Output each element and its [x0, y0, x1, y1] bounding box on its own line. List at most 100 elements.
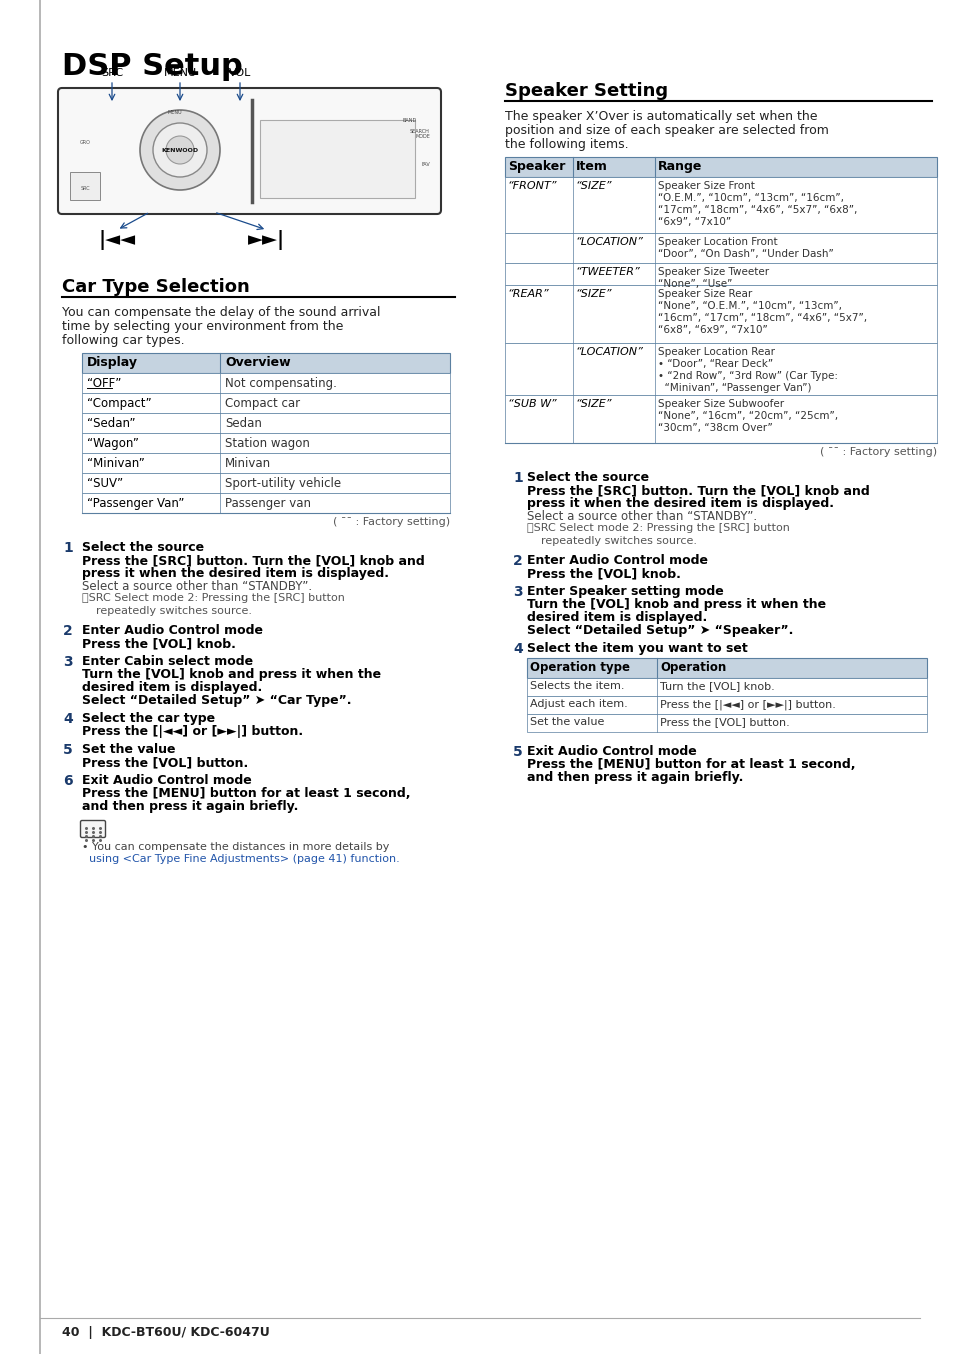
Circle shape: [152, 123, 207, 177]
Text: Enter Speaker setting mode: Enter Speaker setting mode: [526, 585, 723, 598]
Text: Item: Item: [576, 160, 607, 173]
Text: You can compensate the delay of the sound arrival: You can compensate the delay of the soun…: [62, 306, 380, 320]
Text: SEARCH
MODE: SEARCH MODE: [410, 129, 430, 139]
Text: repeatedly switches source.: repeatedly switches source.: [526, 536, 697, 546]
Text: “OFF”: “OFF”: [87, 376, 121, 390]
Bar: [504, 233, 936, 263]
Text: 1: 1: [63, 542, 73, 555]
Text: Press the [|◄◄] or [►►|] button.: Press the [|◄◄] or [►►|] button.: [82, 724, 303, 738]
Text: ⨊SRC Select mode 2: Pressing the [SRC] button: ⨊SRC Select mode 2: Pressing the [SRC] b…: [526, 523, 789, 533]
Text: Enter Audio Control mode: Enter Audio Control mode: [526, 554, 707, 567]
Text: “LOCATION”: “LOCATION”: [576, 347, 643, 357]
Text: time by selecting your environment from the: time by selecting your environment from …: [62, 320, 343, 333]
Text: 3: 3: [513, 585, 522, 598]
Text: “SIZE”: “SIZE”: [576, 181, 612, 191]
Bar: [82, 493, 450, 513]
Text: SRC: SRC: [101, 68, 123, 79]
Circle shape: [166, 135, 193, 164]
Text: and then press it again briefly.: and then press it again briefly.: [526, 770, 742, 784]
Bar: [504, 157, 936, 177]
Text: Set the value: Set the value: [82, 743, 175, 756]
Text: Operation: Operation: [659, 661, 725, 674]
Text: ►►|: ►►|: [248, 230, 285, 250]
Bar: [82, 393, 450, 413]
Text: Exit Audio Control mode: Exit Audio Control mode: [82, 774, 252, 787]
Text: press it when the desired item is displayed.: press it when the desired item is displa…: [82, 567, 389, 580]
Text: Turn the [VOL] knob and press it when the: Turn the [VOL] knob and press it when th…: [526, 598, 825, 611]
Text: “Minivan”: “Minivan”: [87, 458, 145, 470]
Text: “Minivan”, “Passenger Van”): “Minivan”, “Passenger Van”): [658, 383, 811, 393]
Text: The speaker X’Over is automatically set when the: The speaker X’Over is automatically set …: [504, 110, 817, 123]
Text: Passenger van: Passenger van: [225, 497, 311, 510]
Text: Press the [VOL] button.: Press the [VOL] button.: [82, 756, 248, 769]
Bar: [82, 433, 450, 454]
Text: Overview: Overview: [225, 356, 291, 370]
Text: Press the [VOL] button.: Press the [VOL] button.: [659, 718, 789, 727]
Text: Display: Display: [87, 356, 138, 370]
Text: Enter Audio Control mode: Enter Audio Control mode: [82, 624, 263, 636]
Text: Turn the [VOL] knob and press it when the: Turn the [VOL] knob and press it when th…: [82, 668, 381, 681]
Bar: [504, 284, 936, 343]
Text: Sedan: Sedan: [225, 417, 262, 431]
Text: “30cm”, “38cm Over”: “30cm”, “38cm Over”: [658, 422, 772, 433]
Bar: [82, 454, 450, 473]
Text: GRO: GRO: [79, 139, 91, 145]
Text: 4: 4: [63, 712, 73, 726]
Text: Speaker: Speaker: [507, 160, 565, 173]
Text: Select the item you want to set: Select the item you want to set: [526, 642, 747, 655]
Text: Exit Audio Control mode: Exit Audio Control mode: [526, 745, 696, 758]
Bar: [504, 263, 936, 284]
Text: press it when the desired item is displayed.: press it when the desired item is displa…: [526, 497, 833, 510]
Text: following car types.: following car types.: [62, 334, 185, 347]
Text: 5: 5: [63, 743, 73, 757]
Text: Press the [|◄◄] or [►►|] button.: Press the [|◄◄] or [►►|] button.: [659, 699, 835, 709]
Text: “None”, “O.E.M.”, “10cm”, “13cm”,: “None”, “O.E.M.”, “10cm”, “13cm”,: [658, 301, 841, 311]
Text: Press the [SRC] button. Turn the [VOL] knob and: Press the [SRC] button. Turn the [VOL] k…: [82, 554, 424, 567]
Text: “REAR”: “REAR”: [507, 288, 549, 299]
Text: desired item is displayed.: desired item is displayed.: [526, 611, 706, 624]
Text: Press the [VOL] knob.: Press the [VOL] knob.: [526, 567, 680, 580]
Text: “Passenger Van”: “Passenger Van”: [87, 497, 184, 510]
Text: the following items.: the following items.: [504, 138, 628, 152]
Text: “LOCATION”: “LOCATION”: [576, 237, 643, 246]
Text: MENU: MENU: [163, 68, 196, 79]
Text: Select “Detailed Setup” ➤ “Speaker”.: Select “Detailed Setup” ➤ “Speaker”.: [526, 624, 793, 636]
Text: Select the car type: Select the car type: [82, 712, 214, 724]
Text: 40  |  KDC-BT60U/ KDC-6047U: 40 | KDC-BT60U/ KDC-6047U: [62, 1326, 270, 1339]
Text: Operation type: Operation type: [530, 661, 629, 674]
Text: Range: Range: [658, 160, 701, 173]
Bar: [260, 121, 415, 198]
Text: Select the source: Select the source: [82, 542, 204, 554]
Text: Car Type Selection: Car Type Selection: [62, 278, 250, 297]
Text: ( ¯¯ : Factory setting): ( ¯¯ : Factory setting): [819, 447, 936, 458]
Text: “6x8”, “6x9”, “7x10”: “6x8”, “6x9”, “7x10”: [658, 325, 767, 334]
Text: “Sedan”: “Sedan”: [87, 417, 135, 431]
Bar: [504, 343, 936, 395]
Text: “SUV”: “SUV”: [87, 477, 123, 490]
Text: Press the [MENU] button for at least 1 second,: Press the [MENU] button for at least 1 s…: [526, 758, 855, 770]
Text: • “Door”, “Rear Deck”: • “Door”, “Rear Deck”: [658, 359, 772, 370]
Text: SRC: SRC: [80, 185, 90, 191]
Text: “Door”, “On Dash”, “Under Dash”: “Door”, “On Dash”, “Under Dash”: [658, 249, 833, 259]
Text: “SIZE”: “SIZE”: [576, 288, 612, 299]
Bar: [82, 353, 450, 372]
Text: “Wagon”: “Wagon”: [87, 437, 139, 450]
FancyBboxPatch shape: [58, 88, 440, 214]
Text: Turn the [VOL] knob.: Turn the [VOL] knob.: [659, 681, 774, 691]
Text: Select “Detailed Setup” ➤ “Car Type”.: Select “Detailed Setup” ➤ “Car Type”.: [82, 695, 351, 707]
Text: BAND: BAND: [402, 118, 416, 122]
Text: Speaker Location Rear: Speaker Location Rear: [658, 347, 774, 357]
Text: Speaker Size Subwoofer: Speaker Size Subwoofer: [658, 399, 783, 409]
Text: “FRONT”: “FRONT”: [507, 181, 557, 191]
Text: DSP Setup: DSP Setup: [62, 51, 242, 81]
Text: 4: 4: [513, 642, 522, 655]
Text: “None”, “Use”: “None”, “Use”: [658, 279, 732, 288]
Text: ( ¯¯ : Factory setting): ( ¯¯ : Factory setting): [333, 517, 450, 527]
Text: “SUB W”: “SUB W”: [507, 399, 556, 409]
FancyBboxPatch shape: [80, 821, 106, 838]
Bar: [82, 372, 450, 393]
Bar: [82, 413, 450, 433]
Text: Set the value: Set the value: [530, 718, 604, 727]
Text: Station wagon: Station wagon: [225, 437, 310, 450]
Text: 1: 1: [513, 471, 522, 485]
